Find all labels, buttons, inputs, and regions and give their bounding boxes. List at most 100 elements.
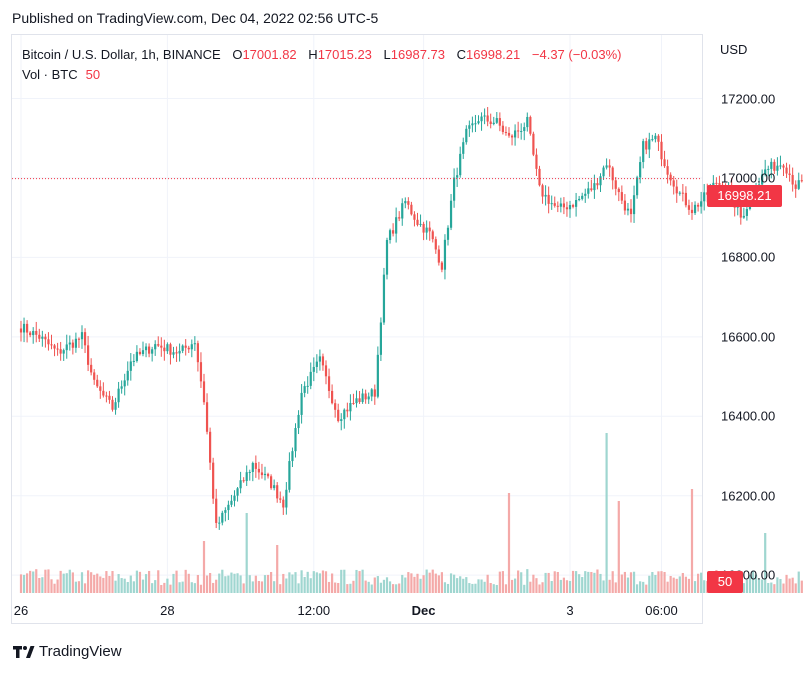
volume-bar	[687, 578, 691, 593]
volume-bar	[364, 580, 367, 593]
volume-bar	[218, 573, 221, 593]
volume-bar	[303, 576, 306, 593]
volume-bar	[41, 577, 44, 593]
volume-bar	[697, 573, 700, 593]
candle-body	[331, 390, 334, 404]
volume-bar	[337, 582, 340, 593]
volume-bar	[169, 584, 172, 593]
candle-body	[151, 349, 154, 354]
y-tick-label: 16200.00	[721, 488, 776, 504]
x-tick-label: 12:00	[297, 603, 331, 618]
volume-bar	[632, 571, 636, 593]
candle-body	[507, 132, 511, 136]
volume-bar	[120, 578, 123, 593]
candle-body	[181, 345, 184, 351]
x-tick-label: 28	[160, 603, 175, 618]
volume-bar	[788, 578, 791, 593]
candle-body	[425, 227, 428, 233]
candle-body	[263, 473, 267, 476]
volume-bar	[642, 581, 645, 593]
volume-bar	[794, 583, 797, 593]
candle-body	[553, 203, 556, 206]
candle-body	[248, 471, 251, 473]
candle-body	[355, 398, 358, 404]
volume-bar	[761, 579, 764, 593]
volume-bar	[68, 569, 71, 593]
volume-bar	[800, 580, 803, 593]
candle-body	[144, 346, 148, 351]
candle-body	[571, 205, 575, 207]
volume-bar	[35, 569, 38, 593]
volume-bar	[443, 582, 447, 593]
volume-bar	[108, 575, 111, 593]
candle-body	[303, 386, 306, 393]
last-volume-badge: 50	[707, 571, 743, 593]
volume-bar	[157, 570, 160, 593]
candle-body	[581, 195, 584, 199]
candle-body	[80, 332, 84, 340]
volume-bar	[681, 572, 684, 593]
published-caption: Published on TradingView.com, Dec 04, 20…	[12, 10, 379, 26]
candle-body	[68, 342, 71, 345]
candle-body	[254, 462, 257, 469]
candle-body	[791, 174, 794, 185]
candle-body	[599, 176, 602, 186]
candle-body	[681, 192, 684, 194]
candle-body	[19, 328, 23, 333]
candle-body	[419, 223, 422, 225]
volume-bar	[651, 572, 654, 593]
volume-bar	[53, 583, 56, 593]
candle-body	[135, 351, 138, 361]
volume-bar	[547, 572, 550, 593]
candle-body	[56, 348, 59, 350]
candle-body	[324, 365, 328, 377]
candle-body	[44, 336, 47, 340]
candle-body	[340, 419, 343, 421]
volume-bar	[416, 573, 419, 593]
candle-body	[257, 468, 260, 473]
volume-bar	[19, 574, 23, 593]
volume-bar	[538, 584, 541, 593]
candle-body	[93, 372, 96, 380]
volume-bar	[273, 581, 276, 593]
candle-body	[575, 199, 578, 207]
volume-bar	[50, 579, 53, 593]
candle-body	[62, 350, 65, 354]
candle-body	[291, 451, 294, 462]
volume-bar	[593, 572, 596, 593]
candle-body	[559, 203, 562, 207]
volume-label: Vol · BTC	[22, 67, 78, 82]
candle-body	[266, 473, 270, 477]
candle-body	[535, 154, 538, 169]
volume-bar	[754, 574, 758, 593]
candle-body	[196, 343, 199, 363]
candle-body	[126, 370, 129, 381]
volume-bar	[151, 583, 154, 593]
chart-frame[interactable]	[11, 34, 703, 624]
volume-bar	[770, 582, 773, 593]
candle-body	[141, 350, 145, 355]
volume-bar	[99, 576, 102, 593]
volume-bar	[202, 541, 206, 593]
candle-body	[520, 131, 523, 133]
candle-body	[154, 344, 157, 350]
volume-bar	[690, 489, 694, 593]
candle-body	[413, 214, 416, 220]
volume-bar	[779, 578, 782, 593]
candle-body	[645, 141, 648, 150]
volume-bar	[355, 569, 358, 593]
volume-bar	[407, 572, 410, 593]
candle-body	[440, 262, 443, 270]
candle-body	[111, 399, 114, 410]
volume-bar	[565, 580, 569, 593]
symbol-title: Bitcoin / U.S. Dollar, 1h, BINANCE	[22, 47, 221, 62]
candle-body	[392, 230, 395, 234]
candle-body	[148, 346, 151, 354]
candle-body	[343, 409, 346, 420]
volume-bar	[636, 584, 639, 593]
candle-body	[215, 498, 218, 523]
volume-bar	[623, 571, 626, 593]
tradingview-logo[interactable]: TradingView	[13, 643, 122, 660]
candle-body	[666, 166, 669, 175]
